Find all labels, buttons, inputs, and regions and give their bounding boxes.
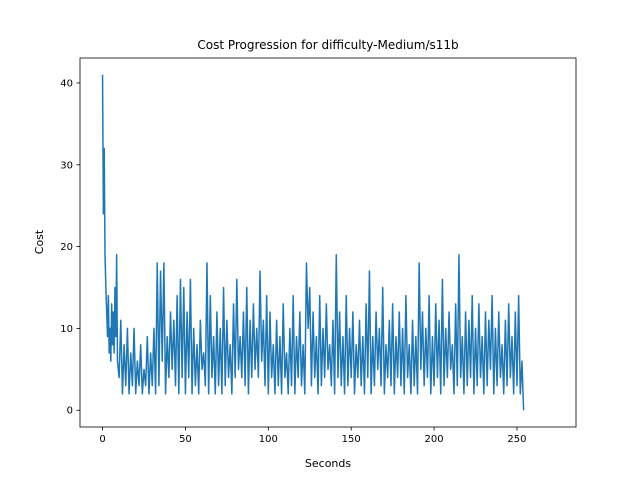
x-tick-label: 150 xyxy=(342,434,361,445)
x-tick-label: 200 xyxy=(425,434,444,445)
plot-frame xyxy=(79,57,577,428)
x-tick-label: 0 xyxy=(99,434,105,445)
x-tick-label: 250 xyxy=(507,434,526,445)
x-tick-label: 50 xyxy=(179,434,192,445)
y-tick-label: 30 xyxy=(60,160,73,171)
series-line-cost xyxy=(101,74,525,411)
series-layer xyxy=(101,74,525,411)
x-tick-label: 100 xyxy=(259,434,278,445)
y-tick-label: 40 xyxy=(60,78,73,89)
y-axis-label: Cost xyxy=(33,229,46,254)
y-axis-ticks: 0 10 20 30 40 xyxy=(60,78,80,417)
y-tick-label: 10 xyxy=(60,324,73,335)
y-tick-label: 0 xyxy=(67,406,73,417)
x-axis-ticks: 0 50 100 150 200 250 xyxy=(99,427,527,445)
y-tick-label: 20 xyxy=(60,242,73,253)
x-axis-label: Seconds xyxy=(305,457,351,470)
chart-title: Cost Progression for difficulty-Medium/s… xyxy=(197,38,458,52)
